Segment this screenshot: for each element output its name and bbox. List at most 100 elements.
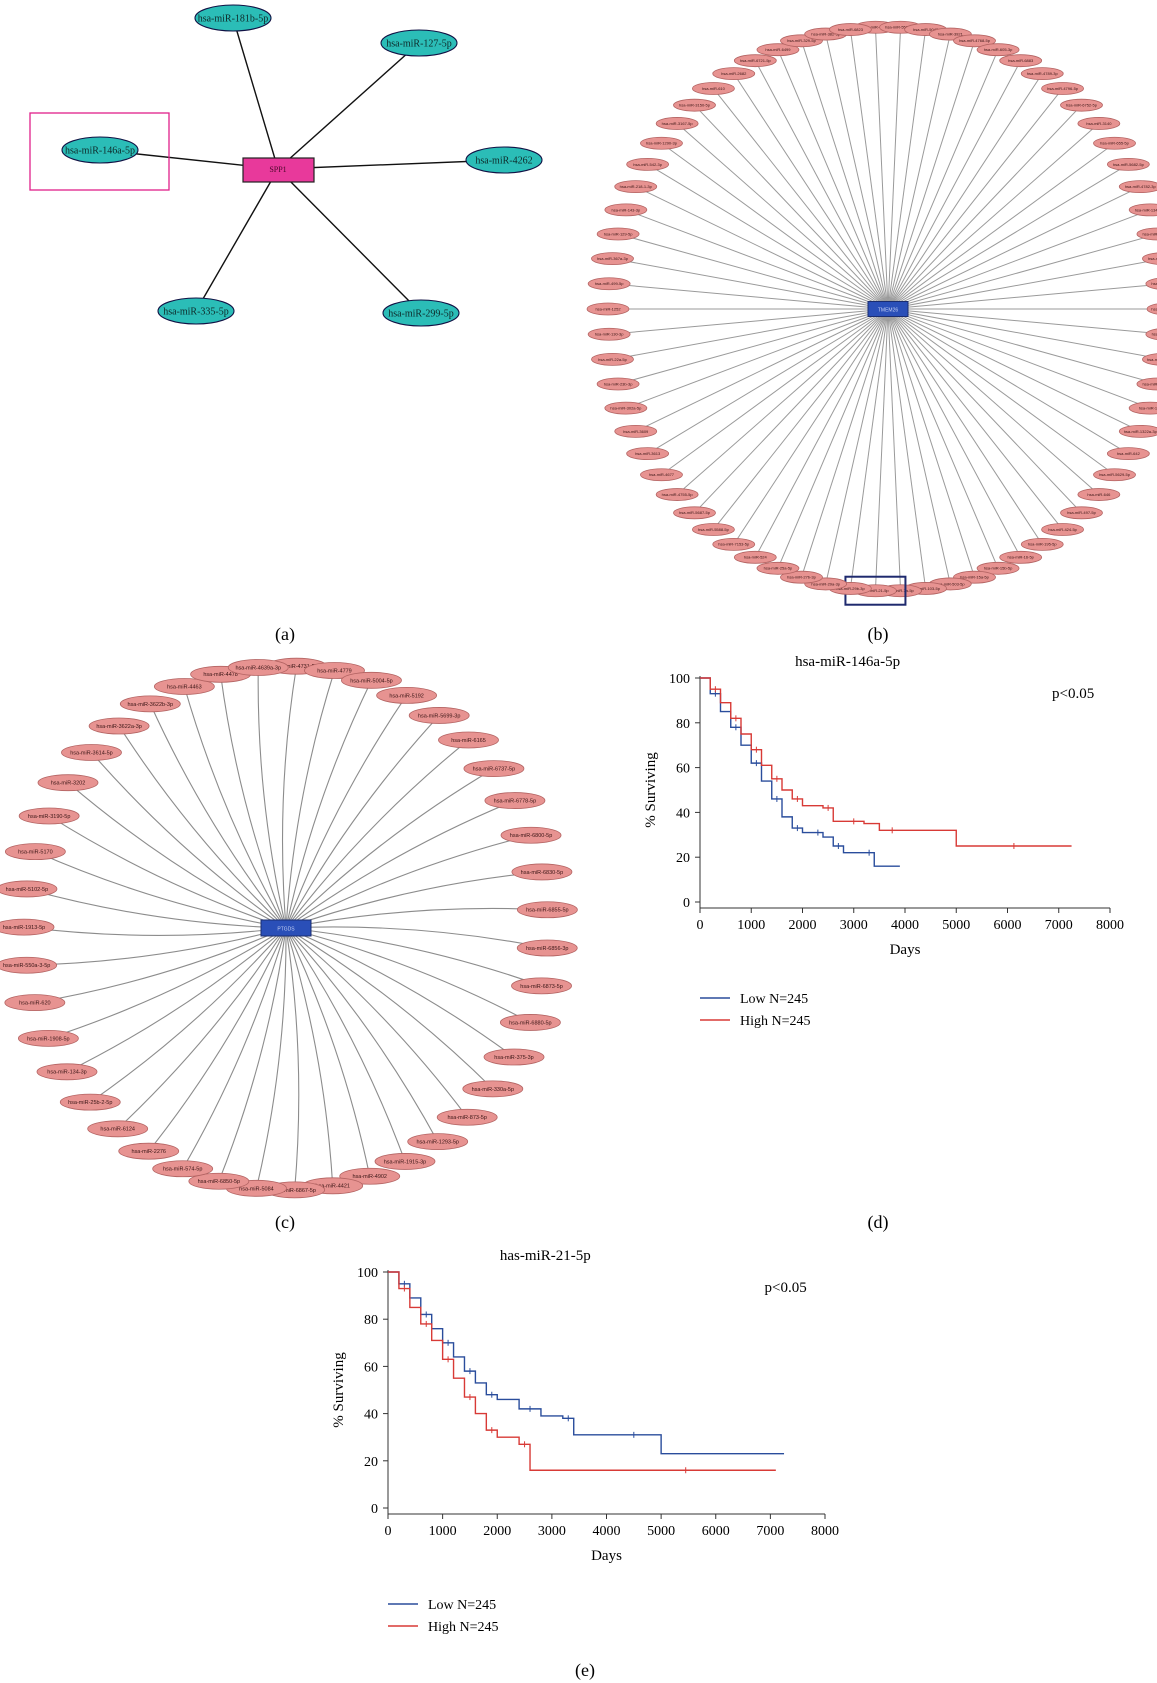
edge: [285, 927, 531, 1023]
mirna-node: hsa-miR-620: [4, 994, 66, 1012]
edge: [48, 815, 287, 929]
mirna-node-label: hsa-miR-1915-3p: [384, 1159, 427, 1165]
mirna-node: hsa-miR-6124: [87, 1120, 149, 1138]
mirna-node-label: hsa-miR-5687-5p: [679, 510, 711, 515]
edge: [285, 768, 495, 929]
mirna-node: hsa-miR-873-5p: [436, 1108, 498, 1126]
mirna-node-label: hsa-miR-3921: [938, 31, 964, 36]
edge: [887, 142, 1115, 310]
edge: [67, 782, 287, 929]
edge: [281, 666, 298, 929]
edge: [647, 308, 889, 455]
mirna-node-label: hsa-miR-3622b-3p: [128, 702, 174, 708]
edge: [617, 308, 889, 385]
panel-label-b: (b): [868, 624, 889, 645]
panel-e-survival-chart: 0 1000 2000 3000 4000 5000 6000 7000 8000 0 20 40 60…: [331, 1248, 839, 1635]
mirna-node-label: hsa-miR-25b-2-5p: [68, 1100, 112, 1106]
edge: [874, 27, 889, 310]
edge: [887, 308, 1141, 432]
x-tick-label: 0: [385, 1524, 392, 1539]
mirna-node-label: hsa-miR-5699-3p: [418, 713, 461, 719]
mirna-node: hsa-miR-524: [733, 550, 777, 564]
mirna-node: hsa-miR-218-1-3p: [614, 180, 658, 194]
edge: [887, 209, 1151, 310]
mirna-node: hsa-miR-130-3p: [587, 327, 631, 341]
chart-title: has-miR-21-5p: [500, 1248, 591, 1264]
hub-node: TMEM26: [867, 301, 909, 317]
y-tick-label: 60: [364, 1360, 378, 1375]
mirna-node-label: hsa-miR-6800-5p: [510, 833, 553, 839]
x-tick-label: 4000: [891, 918, 919, 933]
edge: [887, 29, 927, 310]
mirna-node: hsa-miR-367a-3p: [591, 252, 634, 266]
mirna-node: hsa-miR-3150-5p: [673, 98, 716, 112]
edge: [777, 49, 889, 310]
mirna-node: hsa-miR-2682: [712, 67, 756, 81]
mirna-node-label: hsa-miR-146a-5p: [65, 146, 135, 157]
mirna-node: hsa-miR-6873-5p: [511, 977, 572, 995]
mirna-node: hsa-miR-6856-3p: [516, 939, 578, 957]
y-tick-label: 80: [676, 717, 690, 732]
mirna-node: hsa-miR-25a-5p: [756, 561, 800, 575]
mirna-node-label: hsa-miR-4262: [475, 156, 532, 167]
mirna-node-label: hsa-miR-1908-5p: [27, 1036, 70, 1042]
mirna-node-label: hsa-miR-181b-5p: [198, 14, 269, 25]
mirna-node-label: hsa-miR-6856-3p: [526, 946, 569, 952]
mirna-node-label: hsa-miR-2276: [131, 1149, 166, 1155]
mirna-node: hsa-miR-1913-5p: [0, 918, 55, 936]
mirna-node: hsa-miR-6737-5p: [463, 760, 525, 777]
mirna-node-label: hsa-miR-302a-5p: [610, 405, 642, 410]
mirna-node: hsa-miR-6499: [756, 43, 800, 57]
mirna-node: hsa-miR-16-5p: [999, 550, 1043, 564]
mirna-node: hsa-miR-3622a-3p: [88, 717, 150, 735]
panel-label-c: (c): [275, 1212, 295, 1233]
mirna-node: hsa-miR-3167-5p: [655, 117, 699, 130]
edge: [849, 308, 889, 589]
hub-node: SPP1: [242, 157, 315, 183]
edge: [34, 927, 287, 1004]
mirna-node-label: hsa-miR-5047: [913, 27, 939, 32]
survival-curve-low: [388, 1271, 785, 1455]
mirna-node: hsa-miR-25b-2-5p: [59, 1093, 121, 1111]
mirna-node-label: hsa-miR-3167-5p: [662, 121, 694, 126]
mirna-node-label: hsa-miR-6873-5p: [520, 984, 563, 990]
mirna-node-label: hsa-miR-4755-5p: [662, 492, 694, 497]
edge: [285, 927, 515, 1058]
mirna-node-label: hsa-miR-6867-5p: [273, 1188, 316, 1194]
mirna-node-label: hsa-miR-5004-5p: [350, 678, 393, 684]
y-tick-label: 0: [371, 1502, 378, 1517]
edge: [887, 308, 902, 591]
legend-item: High N=245: [388, 1620, 499, 1635]
highlight-box: [29, 112, 170, 191]
mirna-node-label: hsa-miR-1277-5p: [1148, 256, 1157, 261]
edge: [887, 308, 1082, 514]
mirna-node-label: hsa-miR-503-5p: [936, 581, 965, 586]
edge: [887, 308, 1100, 495]
edge: [218, 927, 287, 1182]
edge: [887, 308, 1157, 385]
mirna-node: hsa-miR-6880-5p: [499, 1014, 561, 1031]
mirna-node: hsa-miR-7153-5p: [712, 537, 756, 551]
edge: [887, 308, 1022, 558]
mirna-node-label: hsa-miR-4668: [863, 25, 889, 30]
x-tick-label: 4000: [593, 1524, 621, 1539]
p-value-annotation: p<0.05: [765, 1280, 807, 1296]
mirna-node: hsa-miR-6830-5p: [511, 863, 573, 881]
mirna-node-label: hsa-miR-196a-3p: [1142, 381, 1157, 386]
mirna-node: hsa-miR-4768-5p: [953, 34, 996, 48]
edge: [149, 703, 287, 929]
mirna-node-label: hsa-miR-3614-5p: [70, 750, 113, 756]
mirna-node: hsa-miR-5004-5p: [341, 671, 402, 689]
edge: [874, 308, 889, 591]
mirna-node-label: hsa-miR-3150-5p: [679, 103, 711, 108]
mirna-node: hsa-miR-2276: [118, 1142, 180, 1160]
mirna-node-label: hsa-miR-574-5p: [163, 1167, 202, 1173]
edge: [220, 674, 287, 929]
edge: [661, 308, 889, 476]
mirna-node: hsa-miR-1322a-3p: [1118, 424, 1157, 438]
edge: [887, 73, 1043, 310]
edge: [625, 308, 889, 409]
legend-label: Low N=245: [740, 992, 808, 1007]
mirna-node-label: hsa-miR-6850-5p: [198, 1179, 241, 1185]
